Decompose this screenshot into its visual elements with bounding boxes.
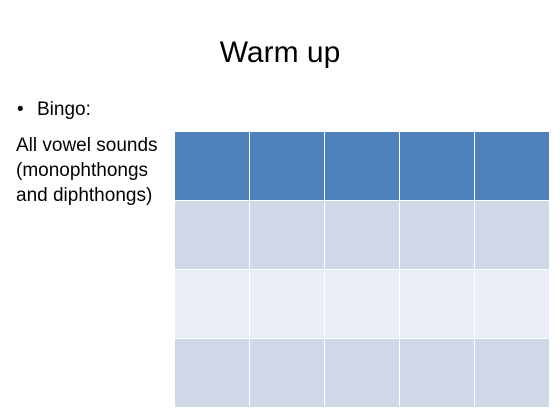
grid-cell — [174, 200, 250, 270]
bullet-marker: • — [17, 99, 24, 120]
grid-cell — [474, 200, 550, 270]
grid-cell — [474, 338, 550, 408]
grid-cell — [324, 269, 400, 339]
grid-cell — [324, 131, 400, 201]
body-line: (monophthongs — [16, 160, 149, 181]
grid-cell — [399, 269, 475, 339]
grid-cell — [174, 338, 250, 408]
body-line: All vowel sounds — [16, 135, 158, 156]
grid-cell — [474, 269, 550, 339]
grid-row — [174, 200, 550, 270]
bingo-grid — [174, 131, 550, 408]
grid-cell — [324, 200, 400, 270]
body-text: All vowel sounds (monophthongs and dipht… — [16, 133, 176, 208]
grid-cell — [399, 338, 475, 408]
grid-cell — [249, 269, 325, 339]
grid-cell — [174, 269, 250, 339]
grid-cell — [474, 131, 550, 201]
grid-cell — [249, 131, 325, 201]
grid-cell — [399, 200, 475, 270]
grid-header-row — [174, 131, 550, 201]
grid-cell — [249, 338, 325, 408]
grid-row — [174, 338, 550, 408]
bullet-item: • Bingo: — [17, 98, 91, 122]
grid-cell — [174, 131, 250, 201]
slide-title: Warm up — [219, 36, 341, 69]
body-line: and diphthongs) — [16, 185, 153, 206]
grid-cell — [324, 338, 400, 408]
bullet-text: Bingo: — [37, 99, 91, 120]
grid-row — [174, 269, 550, 339]
grid-cell — [249, 200, 325, 270]
grid-cell — [399, 131, 475, 201]
